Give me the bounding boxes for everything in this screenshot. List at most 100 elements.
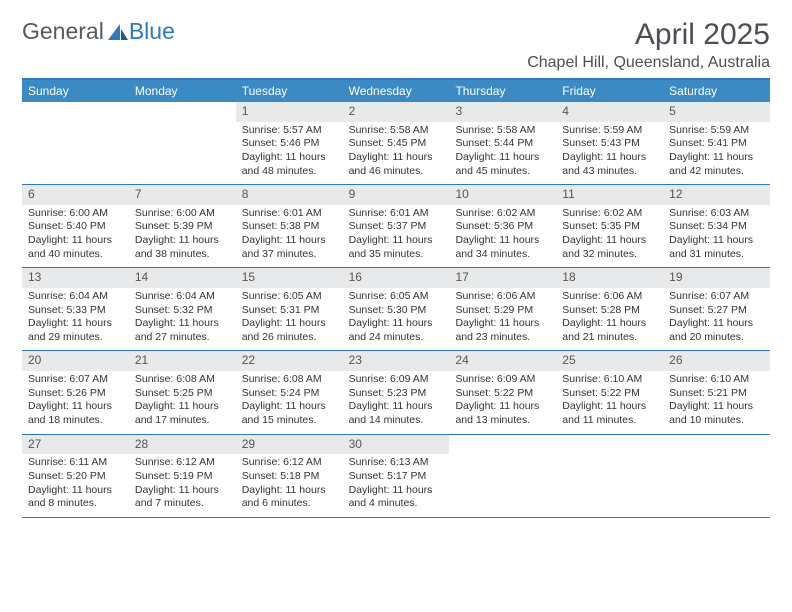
day-number: 5 [663,102,770,122]
sunrise-text: Sunrise: 6:01 AM [349,207,444,221]
daylight-text: Daylight: 11 hours and 11 minutes. [562,400,657,427]
day-body: Sunrise: 6:09 AMSunset: 5:23 PMDaylight:… [343,371,450,434]
day-body: Sunrise: 6:07 AMSunset: 5:27 PMDaylight:… [663,288,770,351]
day-cell: 16Sunrise: 6:05 AMSunset: 5:30 PMDayligh… [343,268,450,350]
sunset-text: Sunset: 5:20 PM [28,470,123,484]
sunset-text: Sunset: 5:34 PM [669,220,764,234]
day-body: Sunrise: 6:03 AMSunset: 5:34 PMDaylight:… [663,205,770,268]
daylight-text: Daylight: 11 hours and 13 minutes. [455,400,550,427]
week-row: 6Sunrise: 6:00 AMSunset: 5:40 PMDaylight… [22,185,770,268]
sunrise-text: Sunrise: 6:08 AM [242,373,337,387]
location-title: Chapel Hill, Queensland, Australia [527,54,770,72]
day-header: Tuesday [236,80,343,102]
daylight-text: Daylight: 11 hours and 23 minutes. [455,317,550,344]
sunset-text: Sunset: 5:17 PM [349,470,444,484]
daylight-text: Daylight: 11 hours and 26 minutes. [242,317,337,344]
day-number: 8 [236,185,343,205]
day-header: Wednesday [343,80,450,102]
day-number: 26 [663,351,770,371]
sunset-text: Sunset: 5:18 PM [242,470,337,484]
day-number: 25 [556,351,663,371]
day-cell: 3Sunrise: 5:58 AMSunset: 5:44 PMDaylight… [449,102,556,184]
day-cell: 17Sunrise: 6:06 AMSunset: 5:29 PMDayligh… [449,268,556,350]
day-cell: 8Sunrise: 6:01 AMSunset: 5:38 PMDaylight… [236,185,343,267]
day-cell: 5Sunrise: 5:59 AMSunset: 5:41 PMDaylight… [663,102,770,184]
sunrise-text: Sunrise: 5:58 AM [455,124,550,138]
day-body: Sunrise: 5:59 AMSunset: 5:41 PMDaylight:… [663,122,770,185]
day-number: 11 [556,185,663,205]
daylight-text: Daylight: 11 hours and 45 minutes. [455,151,550,178]
logo: General Blue [22,18,175,45]
sunset-text: Sunset: 5:26 PM [28,387,123,401]
day-header: Thursday [449,80,556,102]
day-number: 17 [449,268,556,288]
week-row: 1Sunrise: 5:57 AMSunset: 5:46 PMDaylight… [22,102,770,185]
daylight-text: Daylight: 11 hours and 31 minutes. [669,234,764,261]
sunrise-text: Sunrise: 6:07 AM [28,373,123,387]
day-number: 20 [22,351,129,371]
sunrise-text: Sunrise: 6:13 AM [349,456,444,470]
day-cell: 14Sunrise: 6:04 AMSunset: 5:32 PMDayligh… [129,268,236,350]
sunrise-text: Sunrise: 6:03 AM [669,207,764,221]
sunset-text: Sunset: 5:36 PM [455,220,550,234]
day-number: 13 [22,268,129,288]
sunrise-text: Sunrise: 5:59 AM [669,124,764,138]
day-number: 6 [22,185,129,205]
daylight-text: Daylight: 11 hours and 18 minutes. [28,400,123,427]
sunset-text: Sunset: 5:38 PM [242,220,337,234]
sunset-text: Sunset: 5:31 PM [242,304,337,318]
daylight-text: Daylight: 11 hours and 43 minutes. [562,151,657,178]
daylight-text: Daylight: 11 hours and 4 minutes. [349,484,444,511]
day-cell: 24Sunrise: 6:09 AMSunset: 5:22 PMDayligh… [449,351,556,433]
sunset-text: Sunset: 5:32 PM [135,304,230,318]
sunrise-text: Sunrise: 6:06 AM [562,290,657,304]
day-number: 10 [449,185,556,205]
day-body: Sunrise: 6:04 AMSunset: 5:32 PMDaylight:… [129,288,236,351]
day-number: 7 [129,185,236,205]
daylight-text: Daylight: 11 hours and 29 minutes. [28,317,123,344]
sunset-text: Sunset: 5:41 PM [669,137,764,151]
sunrise-text: Sunrise: 6:09 AM [455,373,550,387]
day-cell: 9Sunrise: 6:01 AMSunset: 5:37 PMDaylight… [343,185,450,267]
day-cell: 4Sunrise: 5:59 AMSunset: 5:43 PMDaylight… [556,102,663,184]
week-row: 27Sunrise: 6:11 AMSunset: 5:20 PMDayligh… [22,435,770,518]
daylight-text: Daylight: 11 hours and 21 minutes. [562,317,657,344]
daylight-text: Daylight: 11 hours and 27 minutes. [135,317,230,344]
daylight-text: Daylight: 11 hours and 10 minutes. [669,400,764,427]
logo-text-1: General [22,18,104,45]
daylight-text: Daylight: 11 hours and 15 minutes. [242,400,337,427]
sunset-text: Sunset: 5:43 PM [562,137,657,151]
logo-text-2: Blue [129,18,175,45]
calendar: SundayMondayTuesdayWednesdayThursdayFrid… [22,78,770,518]
day-cell: 26Sunrise: 6:10 AMSunset: 5:21 PMDayligh… [663,351,770,433]
daylight-text: Daylight: 11 hours and 35 minutes. [349,234,444,261]
sunrise-text: Sunrise: 6:05 AM [349,290,444,304]
day-cell: 27Sunrise: 6:11 AMSunset: 5:20 PMDayligh… [22,435,129,517]
daylight-text: Daylight: 11 hours and 46 minutes. [349,151,444,178]
sunset-text: Sunset: 5:22 PM [562,387,657,401]
day-cell: 2Sunrise: 5:58 AMSunset: 5:45 PMDaylight… [343,102,450,184]
day-number: 30 [343,435,450,455]
day-cell: 20 Sunrise: 6:07 AMSunset: 5:26 PMDayligh… [22,351,129,433]
sunrise-text: Sunrise: 6:01 AM [242,207,337,221]
day-body: Sunrise: 6:12 AMSunset: 5:18 PMDaylight:… [236,454,343,517]
day-number: 19 [663,268,770,288]
daylight-text: Daylight: 11 hours and 8 minutes. [28,484,123,511]
day-body: Sunrise: 6:10 AMSunset: 5:22 PMDaylight:… [556,371,663,434]
sunset-text: Sunset: 5:28 PM [562,304,657,318]
sunset-text: Sunset: 5:40 PM [28,220,123,234]
day-cell: 1Sunrise: 5:57 AMSunset: 5:46 PMDaylight… [236,102,343,184]
day-cell: 13Sunrise: 6:04 AMSunset: 5:33 PMDayligh… [22,268,129,350]
day-header-row: SundayMondayTuesdayWednesdayThursdayFrid… [22,80,770,102]
sunset-text: Sunset: 5:37 PM [349,220,444,234]
day-body: Sunrise: 6:01 AMSunset: 5:38 PMDaylight:… [236,205,343,268]
day-cell: 12Sunrise: 6:03 AMSunset: 5:34 PMDayligh… [663,185,770,267]
day-number: 18 [556,268,663,288]
day-number: 29 [236,435,343,455]
daylight-text: Daylight: 11 hours and 38 minutes. [135,234,230,261]
title-block: April 2025 Chapel Hill, Queensland, Aust… [527,18,770,72]
day-body: Sunrise: 6:04 AMSunset: 5:33 PMDaylight:… [22,288,129,351]
day-cell [129,102,236,184]
day-cell: 19Sunrise: 6:07 AMSunset: 5:27 PMDayligh… [663,268,770,350]
day-body: Sunrise: 5:58 AMSunset: 5:44 PMDaylight:… [449,122,556,185]
